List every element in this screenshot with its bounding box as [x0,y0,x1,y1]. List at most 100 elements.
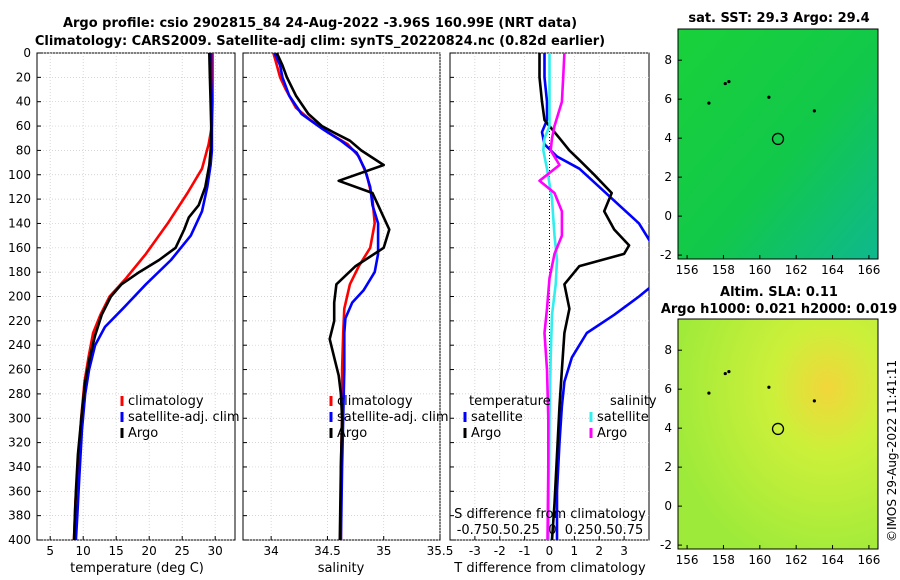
series-s-argo [538,53,566,540]
island-marker [767,385,771,389]
salinity-xlabel: salinity [318,561,365,576]
imos-credit: ©IMOS 29-Aug-2022 11:41:11 [885,360,899,542]
argo-float-marker [771,422,785,436]
island-marker [707,101,711,105]
legend-s-satellite: satellite [597,410,649,425]
sla-map-overlay: 156 158 160 162 164 166 -2 0 2 4 6 8 [660,343,880,567]
x-tick-label: 34.5 [314,544,341,558]
x-tick-label: -2 [494,544,506,558]
series-t-satellite [540,53,649,540]
legend-salinity-title: salinity [610,394,657,409]
island-marker [723,371,727,376]
y-tick-label: 2 [664,170,672,184]
y-tick-label: 4 [664,131,672,145]
series-argo [72,53,213,540]
island-marker [707,391,711,395]
x-tick-label: 166 [857,263,880,277]
difference-legend: temperature salinity satellite Argo sate… [463,394,657,441]
argo-float-marker [771,132,785,146]
x-tick-label: 160 [748,553,771,567]
y-tick-label: 100 [8,168,31,182]
figure-subtitle: Climatology: CARS2009. Satellite-adj cli… [35,34,605,49]
temperature-legend: climatology satellite-adj. clim Argo [120,394,240,441]
x-tick-label: 164 [821,553,844,567]
y-tick-label: 8 [664,53,672,67]
legend-argo: Argo [337,426,367,441]
salinity-legend: climatology satellite-adj. clim Argo [329,394,449,441]
difference-xlabel: T difference from climatology [453,561,646,576]
legend-satellite: satellite-adj. clim [337,410,449,425]
y-tick-label: 400 [8,533,31,547]
y-tick-label: 0 [664,209,672,223]
legend-t-argo: Argo [471,426,501,441]
x-tick-label: 164 [821,263,844,277]
y-tick-label: -2 [660,538,672,552]
x-tick-label: 162 [785,263,808,277]
x-tick-label: 1 [571,544,579,558]
x-tick-label: 25 [175,544,190,558]
y-tick-label: 140 [8,216,31,230]
x-tick-label: 35 [376,544,391,558]
x-tick-label: 158 [712,553,735,567]
y-tick-label: 6 [664,382,672,396]
y-tick-label: 280 [8,387,31,401]
island-marker [723,81,727,86]
x-tick-label: -1 [519,544,531,558]
y-tick-label: 8 [664,343,672,357]
sst-map-overlay: 156 158 160 162 164 166 -2 0 2 4 6 8 [660,53,880,277]
legend-temperature-title: temperature [469,394,551,409]
x-tick-label: 30 [208,544,223,558]
x-tick-label: 10 [76,544,91,558]
y-tick-label: -2 [660,248,672,262]
island-marker [812,109,816,113]
island-marker [727,80,731,84]
y-tick-label: 300 [8,411,31,425]
x-tick-label: 5 [46,544,54,558]
y-tick-label: 120 [8,192,31,206]
y-tick-label: 180 [8,265,31,279]
y-tick-label: 0 [23,46,31,60]
island-marker [812,399,816,403]
x-tick-label: 0 [546,544,554,558]
island-marker [727,370,731,374]
x-tick-label: 34 [264,544,279,558]
series-satellite-adj-clim [273,53,380,540]
y-tick-label: 260 [8,363,31,377]
sst-map-title: sat. SST: 29.3 Argo: 29.4 [688,11,869,26]
legend-climatology: climatology [337,394,413,409]
y-tick-label: 320 [8,436,31,450]
y-tick-label: 4 [664,421,672,435]
sla-map-title: Altim. SLA: 0.11 [720,285,838,300]
x-tick-label: 20 [142,544,157,558]
x-tick-label: 15 [109,544,124,558]
sla-map-subtitle: Argo h1000: 0.021 h2000: 0.019 [661,302,897,317]
legend-s-argo: Argo [597,426,627,441]
x-tick-label: 35.5 [427,544,454,558]
legend-argo: Argo [128,426,158,441]
figure-title: Argo profile: csio 2902815_84 24-Aug-202… [63,16,577,31]
y-tick-label: 360 [8,484,31,498]
series-t-argo [538,53,631,540]
series-argo [275,53,391,540]
x-tick-label: 162 [785,553,808,567]
x-tick-label: 158 [712,263,735,277]
y-tick-label: 2 [664,460,672,474]
x-tick-label: 2 [595,544,603,558]
y-tick-label: 40 [16,95,31,109]
y-tick-label: 220 [8,314,31,328]
y-tick-label: 160 [8,241,31,255]
x-tick-label: 160 [748,263,771,277]
series-s-satellite [541,53,559,540]
difference-panel: -3 -2 -1 0 1 2 3 [449,52,650,558]
island-marker [767,95,771,99]
legend-satellite: satellite-adj. clim [128,410,240,425]
y-tick-label: 0 [664,499,672,513]
y-tick-label: 80 [16,143,31,157]
x-tick-label: 166 [857,553,880,567]
y-tick-label: 380 [8,509,31,523]
y-tick-label: 240 [8,338,31,352]
temperature-xlabel: temperature (deg C) [70,561,204,576]
legend-climatology: climatology [128,394,204,409]
legend-t-satellite: satellite [471,410,523,425]
